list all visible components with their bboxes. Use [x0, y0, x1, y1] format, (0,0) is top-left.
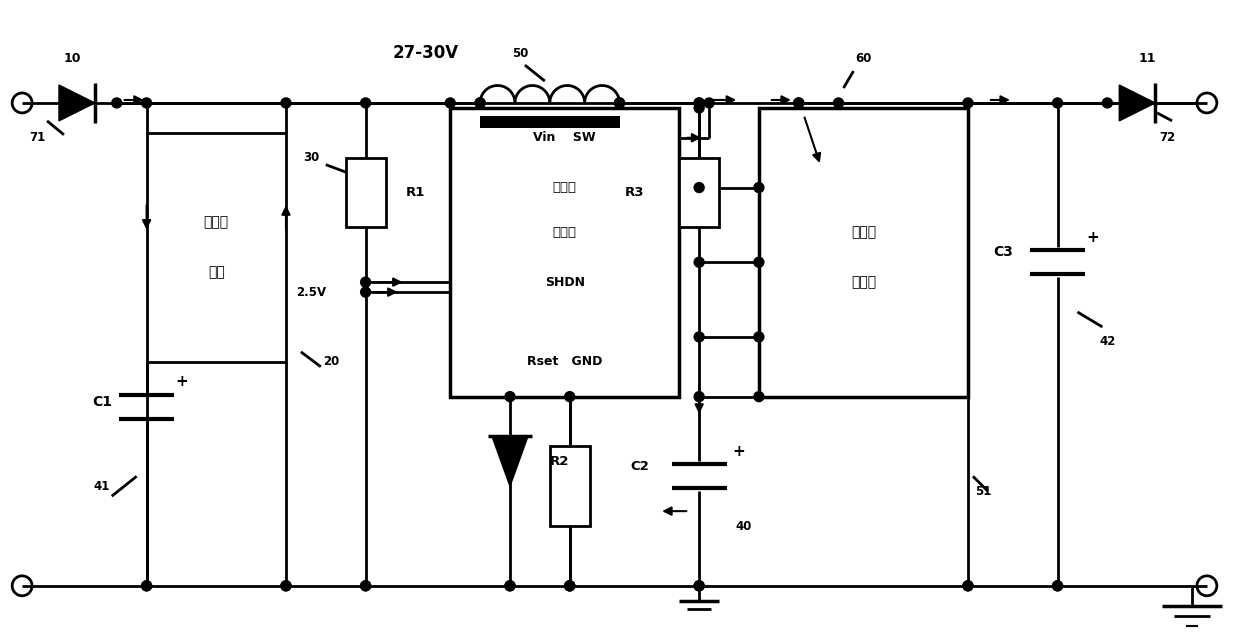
Circle shape — [694, 332, 704, 342]
Text: R2: R2 — [550, 455, 570, 468]
Text: +: + — [1087, 230, 1099, 245]
Circle shape — [281, 581, 291, 591]
Circle shape — [141, 581, 151, 591]
Text: 模块: 模块 — [208, 265, 224, 279]
Bar — [481, 116, 620, 128]
Circle shape — [615, 98, 624, 108]
Text: +: + — [732, 444, 746, 459]
Text: 51: 51 — [975, 485, 991, 498]
Text: Vin    SW: Vin SW — [534, 131, 596, 144]
Circle shape — [565, 581, 575, 591]
Circle shape — [704, 98, 714, 108]
Circle shape — [506, 581, 515, 591]
Circle shape — [112, 98, 121, 108]
Circle shape — [794, 98, 804, 108]
Circle shape — [506, 392, 515, 401]
Text: C1: C1 — [92, 394, 112, 409]
Circle shape — [794, 98, 804, 108]
Text: R1: R1 — [405, 186, 425, 199]
Bar — [146, 133, 286, 362]
Text: 40: 40 — [736, 520, 752, 533]
Circle shape — [565, 392, 575, 401]
Circle shape — [1053, 581, 1063, 591]
Circle shape — [281, 98, 291, 108]
Bar — [450, 108, 679, 397]
Text: 30: 30 — [302, 151, 318, 164]
Circle shape — [1053, 581, 1063, 591]
Circle shape — [475, 98, 486, 108]
Text: 50: 50 — [512, 47, 528, 59]
Text: 第一控: 第一控 — [553, 181, 576, 194]
Polygon shape — [1119, 85, 1155, 121]
Text: +: + — [175, 374, 188, 389]
Text: C2: C2 — [631, 460, 649, 473]
Text: 42: 42 — [1099, 336, 1115, 348]
Circle shape — [694, 103, 704, 113]
Circle shape — [963, 581, 973, 591]
Text: 2.5V: 2.5V — [296, 286, 326, 298]
Circle shape — [694, 581, 704, 591]
Circle shape — [615, 98, 624, 108]
Circle shape — [753, 257, 764, 267]
Circle shape — [506, 581, 515, 591]
Bar — [550, 446, 590, 526]
Text: 11: 11 — [1139, 52, 1156, 64]
Text: 60: 60 — [855, 52, 871, 64]
Circle shape — [694, 257, 704, 267]
Circle shape — [694, 98, 704, 108]
Text: 20: 20 — [322, 355, 339, 368]
Circle shape — [141, 581, 151, 591]
Circle shape — [753, 183, 764, 193]
Circle shape — [361, 98, 370, 108]
Circle shape — [141, 98, 151, 108]
Circle shape — [565, 581, 575, 591]
Text: 制芯片: 制芯片 — [851, 275, 876, 289]
Circle shape — [694, 183, 704, 193]
Text: 10: 10 — [63, 52, 81, 64]
Text: 27-30V: 27-30V — [393, 44, 458, 62]
Circle shape — [963, 98, 973, 108]
Circle shape — [694, 98, 704, 108]
Text: C3: C3 — [992, 245, 1012, 259]
Text: 71: 71 — [28, 131, 45, 144]
Polygon shape — [492, 437, 528, 486]
Text: 升压器: 升压器 — [203, 216, 229, 229]
Circle shape — [1053, 98, 1063, 108]
Circle shape — [694, 392, 704, 401]
Text: R3: R3 — [624, 186, 644, 199]
Bar — [346, 158, 385, 228]
Circle shape — [445, 98, 455, 108]
Text: 72: 72 — [1158, 131, 1176, 144]
Bar — [679, 158, 719, 228]
Circle shape — [361, 581, 370, 591]
Polygon shape — [59, 85, 95, 121]
Circle shape — [753, 392, 764, 401]
Text: 41: 41 — [94, 480, 110, 493]
Text: SHDN: SHDN — [545, 276, 585, 289]
Circle shape — [361, 277, 370, 287]
Text: 第二控: 第二控 — [851, 226, 876, 240]
Circle shape — [361, 287, 370, 297]
Circle shape — [753, 332, 764, 342]
Circle shape — [565, 581, 575, 591]
Circle shape — [475, 98, 486, 108]
Text: Rset   GND: Rset GND — [527, 355, 602, 368]
Circle shape — [834, 98, 844, 108]
Circle shape — [281, 581, 291, 591]
Circle shape — [963, 581, 973, 591]
Text: 制芯片: 制芯片 — [553, 226, 576, 239]
Circle shape — [361, 581, 370, 591]
Circle shape — [694, 581, 704, 591]
Bar — [758, 108, 968, 397]
Circle shape — [1103, 98, 1113, 108]
